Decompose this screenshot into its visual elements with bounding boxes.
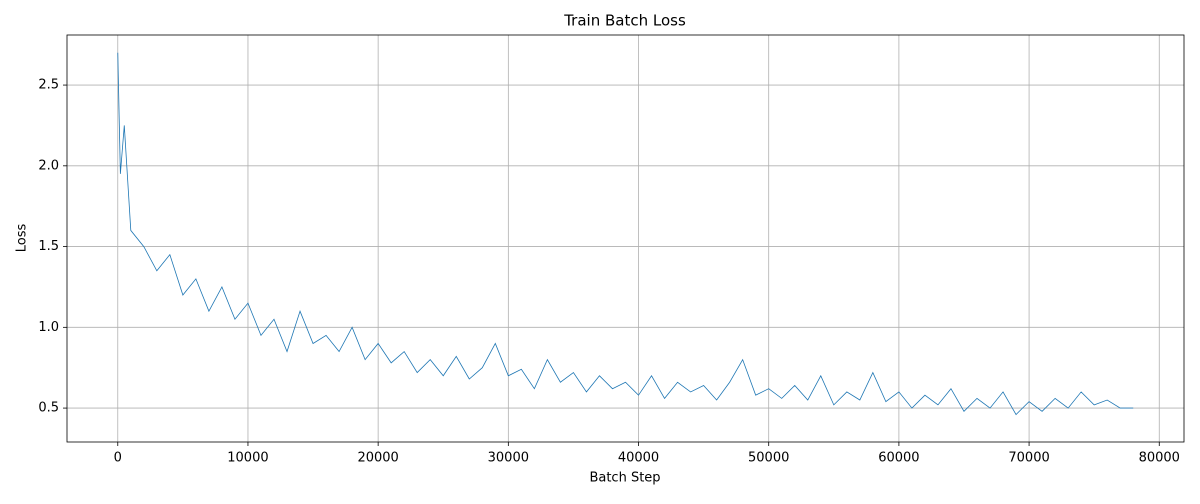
- loss-line: [117, 52, 1134, 416]
- x-tick-label: 50000: [748, 451, 789, 466]
- plot-frame: [66, 34, 1185, 443]
- x-tick-label: 20000: [357, 451, 398, 466]
- y-axis-label: Loss: [15, 224, 30, 253]
- x-tick-label: 10000: [227, 451, 268, 466]
- y-tick-label: 1.0: [38, 320, 59, 335]
- x-tick-label: 30000: [488, 451, 529, 466]
- x-tick-label: 70000: [1008, 451, 1049, 466]
- x-tick-label: 40000: [618, 451, 659, 466]
- x-tick-label: 0: [114, 451, 122, 466]
- x-axis-label: Batch Step: [589, 471, 660, 486]
- y-tick-label: 1.5: [38, 239, 59, 254]
- y-tick-label: 0.5: [38, 401, 59, 416]
- y-tick-label: 2.0: [38, 158, 59, 173]
- chart-title: Train Batch Loss: [563, 12, 686, 30]
- x-tick-label: 60000: [878, 451, 919, 466]
- y-tick-label: 2.5: [38, 78, 59, 93]
- x-tick-label: 80000: [1139, 451, 1180, 466]
